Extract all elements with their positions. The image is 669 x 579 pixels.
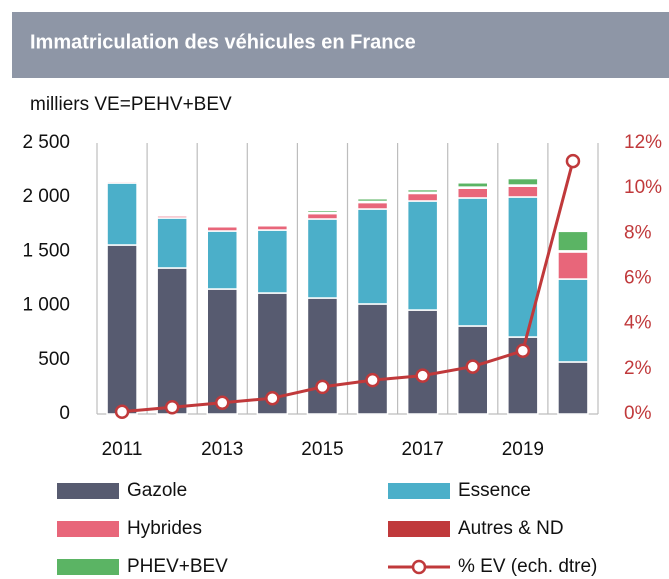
line-marker <box>215 395 230 410</box>
bar-segment <box>507 185 539 198</box>
bar-segment <box>106 244 138 415</box>
bar-segment <box>457 182 489 188</box>
line-marker <box>415 368 430 383</box>
legend-label: Autres & ND <box>458 518 564 539</box>
line-marker <box>365 372 380 388</box>
x-tick-label: 2011 <box>102 439 143 460</box>
line-marker <box>164 399 180 415</box>
bar-segment <box>557 251 589 280</box>
bar-segment <box>156 267 188 415</box>
line-marker <box>265 390 280 406</box>
x-tick-label: 2015 <box>301 439 343 460</box>
bar-segment <box>256 229 289 294</box>
x-tick-label: 2019 <box>502 439 544 460</box>
bar-segment <box>507 177 539 186</box>
x-tick-label: 2017 <box>402 439 444 460</box>
legend-swatch <box>57 483 119 499</box>
y-axis-label: milliers VE=PEHV+BEV <box>30 94 232 115</box>
bar-segment <box>557 361 589 415</box>
bar-segment <box>406 188 439 194</box>
bar-segment <box>406 200 439 311</box>
line-marker <box>515 343 531 359</box>
y-tick-label: 1 500 <box>22 240 70 261</box>
y2-tick-label: 10% <box>624 177 662 198</box>
y2-tick-label: 6% <box>624 268 652 289</box>
y-tick-label: 0 <box>59 403 70 424</box>
bar-segment <box>356 201 389 210</box>
bar-segment <box>306 212 339 220</box>
bar-segment <box>356 303 389 415</box>
line-marker <box>315 379 330 395</box>
bar-segment <box>306 297 339 415</box>
line-marker <box>565 153 581 169</box>
legend-label: Essence <box>458 480 531 501</box>
legend-swatch <box>388 521 450 537</box>
bar-segment <box>256 222 289 226</box>
y2-tick-label: 0% <box>624 403 652 424</box>
legend-swatch <box>57 559 119 575</box>
bar-segment <box>306 209 339 214</box>
bar-segment <box>156 212 188 216</box>
legend-label: PHEV+BEV <box>127 556 228 577</box>
bar-segment <box>206 223 238 227</box>
legend-marker <box>411 559 427 575</box>
y2-tick-label: 12% <box>624 132 662 153</box>
bar-segment <box>106 178 138 182</box>
bar-segment <box>206 288 238 415</box>
bar-segment <box>106 182 138 246</box>
line <box>121 160 575 414</box>
bar-segment <box>356 197 389 203</box>
chart-title: Immatriculation des véhicules en France <box>30 31 416 53</box>
y-tick-label: 2 500 <box>22 132 70 153</box>
y2-tick-label: 8% <box>624 222 652 243</box>
y2-tick-label: 2% <box>624 358 652 379</box>
bar-segment <box>156 217 188 269</box>
bar-segment <box>206 230 238 290</box>
bar-segment <box>406 309 439 415</box>
bar-segment <box>356 208 389 305</box>
bar-segment <box>457 187 489 199</box>
legend-label: Gazole <box>127 480 187 501</box>
x-tick-label: 2013 <box>201 439 243 460</box>
legend-swatch <box>57 521 119 537</box>
bar-segment <box>306 218 339 299</box>
bar-segment <box>557 230 589 252</box>
bar-segment <box>557 278 589 363</box>
bar-segment <box>457 197 489 327</box>
y-tick-label: 1 000 <box>22 295 70 316</box>
legend-label: Hybrides <box>127 518 202 539</box>
legend-swatch <box>388 483 450 499</box>
y2-tick-label: 4% <box>624 313 652 334</box>
bar-segment <box>406 192 439 202</box>
header-band <box>12 12 669 78</box>
line-marker <box>114 404 130 419</box>
line-marker <box>465 359 480 374</box>
legend-label: % EV (ech. dtre) <box>458 556 597 577</box>
y-tick-label: 2 000 <box>22 186 70 207</box>
y-tick-label: 500 <box>38 349 70 370</box>
